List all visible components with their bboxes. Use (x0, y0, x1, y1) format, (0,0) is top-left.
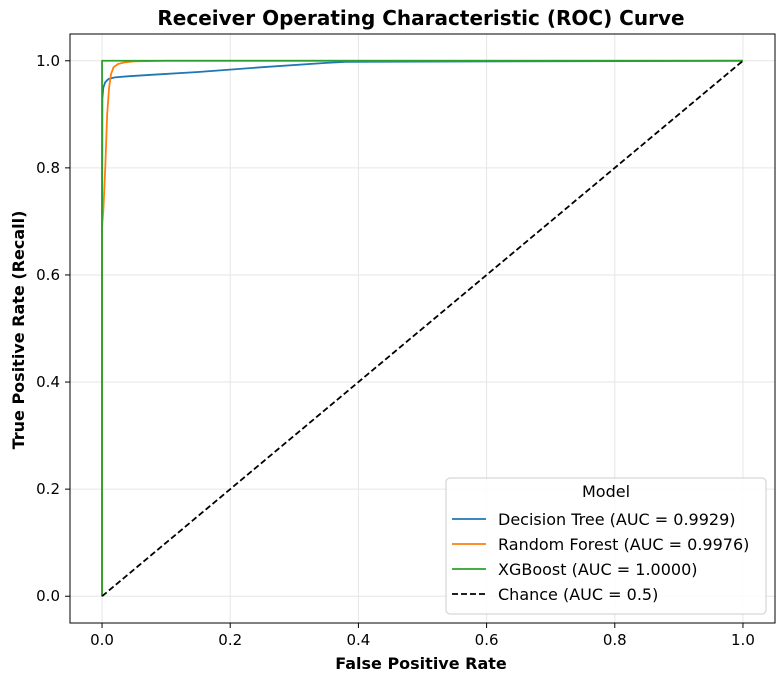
y-tick-label: 0.4 (36, 373, 60, 391)
series-line-chance (101, 60, 744, 597)
plot-frame (69, 33, 776, 624)
y-tick-label: 0.6 (36, 266, 60, 284)
legend-label-xgboost: XGBoost (AUC = 1.0000) (498, 560, 697, 579)
x-axis-label: False Positive Rate (335, 654, 507, 673)
legend-label-decision-tree: Decision Tree (AUC = 0.9929) (498, 510, 736, 529)
x-tick-label: 0.8 (603, 631, 627, 649)
legend-label-random-forest: Random Forest (AUC = 0.9976) (498, 535, 749, 554)
y-tick-label: 0.2 (36, 480, 60, 498)
chart-title: Receiver Operating Characteristic (ROC) … (157, 6, 684, 30)
legend-label-chance: Chance (AUC = 0.5) (498, 585, 658, 604)
legend-title: Model (582, 482, 630, 501)
legend: Model Decision Tree (AUC = 0.9929) Random … (445, 477, 767, 615)
x-axis-ticks: 0.0 0.2 0.4 0.6 0.8 1.0 (90, 623, 755, 649)
x-tick-label: 0.4 (346, 631, 370, 649)
y-axis-ticks: 0.0 0.2 0.4 0.6 0.8 1.0 (36, 52, 70, 605)
y-axis-label: True Positive Rate (Recall) (9, 211, 28, 450)
y-tick-label: 0.0 (36, 587, 60, 605)
y-tick-label: 1.0 (36, 52, 60, 70)
series-lines (101, 59, 744, 597)
y-tick-label: 0.8 (36, 159, 60, 177)
series-line-xgboost (101, 59, 743, 597)
x-tick-label: 1.0 (731, 631, 755, 649)
x-tick-label: 0.6 (475, 631, 499, 649)
x-tick-label: 0.2 (218, 631, 242, 649)
x-tick-label: 0.0 (90, 631, 114, 649)
legend-box (445, 477, 767, 615)
